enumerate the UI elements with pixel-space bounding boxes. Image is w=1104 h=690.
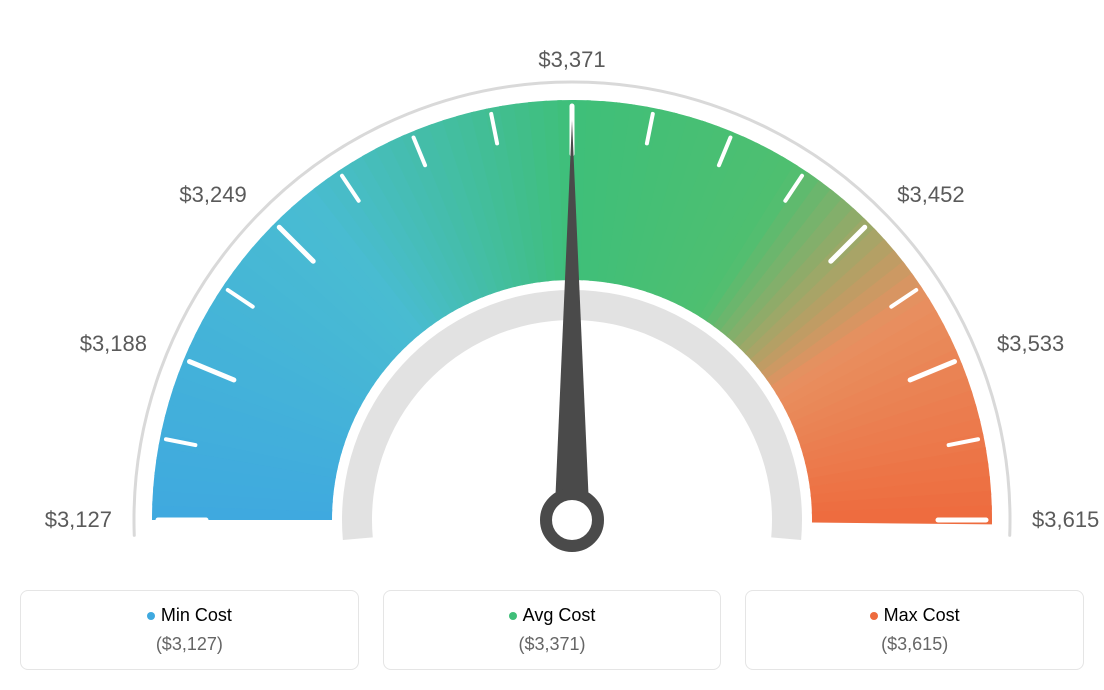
gauge-area: $3,127$3,188$3,249$3,371$3,452$3,533$3,6… [20, 20, 1084, 580]
legend-label-max: Max Cost [884, 605, 960, 625]
gauge-tick-label: $3,127 [45, 507, 112, 533]
legend-dot-avg [509, 612, 517, 620]
gauge-tick-label: $3,533 [997, 331, 1064, 357]
gauge-tick-label: $3,249 [179, 182, 246, 208]
gauge-tick-label: $3,371 [538, 47, 605, 73]
legend-value-avg: ($3,371) [404, 634, 701, 655]
legend-card-min: Min Cost ($3,127) [20, 590, 359, 670]
legend-title-avg: Avg Cost [404, 605, 701, 626]
legend-dot-min [147, 612, 155, 620]
legend-value-max: ($3,615) [766, 634, 1063, 655]
legend-title-max: Max Cost [766, 605, 1063, 626]
legend-row: Min Cost ($3,127) Avg Cost ($3,371) Max … [20, 590, 1084, 670]
gauge-tick-label: $3,615 [1032, 507, 1099, 533]
legend-card-max: Max Cost ($3,615) [745, 590, 1084, 670]
legend-label-avg: Avg Cost [523, 605, 596, 625]
legend-dot-max [870, 612, 878, 620]
legend-label-min: Min Cost [161, 605, 232, 625]
gauge-tick-label: $3,452 [897, 182, 964, 208]
gauge-svg [20, 20, 1084, 580]
legend-title-min: Min Cost [41, 605, 338, 626]
gauge-tick-label: $3,188 [80, 331, 147, 357]
legend-card-avg: Avg Cost ($3,371) [383, 590, 722, 670]
gauge-chart-container: $3,127$3,188$3,249$3,371$3,452$3,533$3,6… [20, 20, 1084, 670]
legend-value-min: ($3,127) [41, 634, 338, 655]
